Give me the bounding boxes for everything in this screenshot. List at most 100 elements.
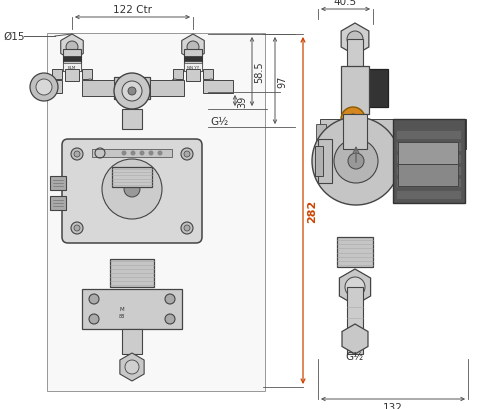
Text: 39: 39: [237, 95, 247, 107]
Bar: [150, 81, 184, 97]
Bar: [47, 34, 265, 391]
Bar: [184, 57, 202, 62]
Circle shape: [140, 151, 144, 156]
Bar: [396, 143, 461, 152]
FancyBboxPatch shape: [62, 139, 202, 243]
Text: 88: 88: [119, 314, 125, 319]
Circle shape: [207, 80, 215, 88]
Bar: [341, 67, 369, 115]
Circle shape: [181, 222, 193, 234]
Circle shape: [148, 151, 154, 156]
Circle shape: [131, 151, 135, 156]
Bar: [396, 191, 461, 200]
Bar: [186, 70, 200, 82]
Bar: [48, 81, 62, 94]
Circle shape: [184, 225, 190, 231]
Polygon shape: [61, 35, 83, 61]
Bar: [347, 287, 363, 354]
Bar: [50, 177, 66, 191]
Bar: [398, 164, 458, 187]
Bar: [393, 120, 465, 204]
Circle shape: [165, 294, 175, 304]
Text: 122 Ctr: 122 Ctr: [113, 5, 152, 15]
Bar: [318, 139, 332, 184]
Circle shape: [71, 222, 83, 234]
Text: 282: 282: [307, 199, 317, 222]
Circle shape: [181, 148, 193, 161]
Text: 97: 97: [277, 75, 287, 88]
Text: NN YY: NN YY: [187, 66, 199, 70]
Bar: [114, 78, 150, 100]
Bar: [396, 179, 461, 188]
Text: 132: 132: [383, 402, 403, 409]
Bar: [63, 57, 81, 62]
Polygon shape: [182, 35, 204, 61]
Bar: [112, 168, 152, 188]
Circle shape: [66, 42, 78, 54]
Bar: [203, 70, 213, 80]
Circle shape: [312, 118, 400, 205]
Circle shape: [121, 151, 127, 156]
Bar: [82, 81, 114, 97]
Bar: [52, 70, 62, 80]
Bar: [63, 64, 81, 72]
Circle shape: [36, 80, 52, 96]
Bar: [122, 110, 142, 130]
Bar: [396, 131, 461, 139]
Text: 58.5: 58.5: [254, 61, 264, 83]
Circle shape: [102, 160, 162, 220]
Polygon shape: [342, 324, 368, 354]
Circle shape: [334, 139, 378, 184]
Bar: [315, 147, 323, 177]
Circle shape: [86, 80, 94, 88]
Circle shape: [165, 314, 175, 324]
Text: 40.5: 40.5: [334, 0, 357, 7]
Bar: [316, 125, 326, 145]
Bar: [396, 155, 461, 164]
Ellipse shape: [96, 105, 108, 125]
Text: M: M: [120, 307, 124, 312]
Polygon shape: [339, 270, 371, 305]
Circle shape: [348, 154, 364, 170]
Circle shape: [89, 294, 99, 304]
Bar: [396, 166, 461, 175]
Circle shape: [128, 88, 136, 96]
Circle shape: [341, 108, 365, 132]
Polygon shape: [120, 353, 144, 381]
Circle shape: [50, 80, 58, 88]
Circle shape: [114, 74, 150, 110]
Bar: [203, 81, 233, 94]
Bar: [92, 150, 172, 157]
Bar: [184, 64, 202, 72]
Circle shape: [124, 182, 140, 198]
Ellipse shape: [156, 105, 168, 125]
Bar: [82, 289, 182, 329]
Circle shape: [184, 152, 190, 157]
Bar: [343, 115, 367, 150]
Bar: [320, 120, 466, 150]
Bar: [50, 196, 66, 211]
Bar: [360, 70, 388, 108]
Bar: [65, 70, 79, 82]
Circle shape: [345, 277, 365, 297]
Text: G½: G½: [210, 117, 228, 127]
Circle shape: [74, 225, 80, 231]
Bar: [110, 259, 154, 287]
Circle shape: [30, 74, 58, 102]
Text: G½: G½: [346, 351, 364, 361]
Text: Ø15: Ø15: [3, 32, 25, 42]
Bar: [398, 143, 458, 164]
Circle shape: [125, 360, 139, 374]
Circle shape: [347, 32, 363, 48]
Bar: [82, 70, 92, 80]
Circle shape: [122, 82, 142, 102]
Bar: [347, 40, 363, 70]
Circle shape: [89, 314, 99, 324]
Circle shape: [171, 80, 179, 88]
Circle shape: [71, 148, 83, 161]
Bar: [173, 70, 183, 80]
Circle shape: [187, 42, 199, 54]
Bar: [337, 237, 373, 267]
Text: ELM: ELM: [68, 66, 76, 70]
Circle shape: [74, 152, 80, 157]
